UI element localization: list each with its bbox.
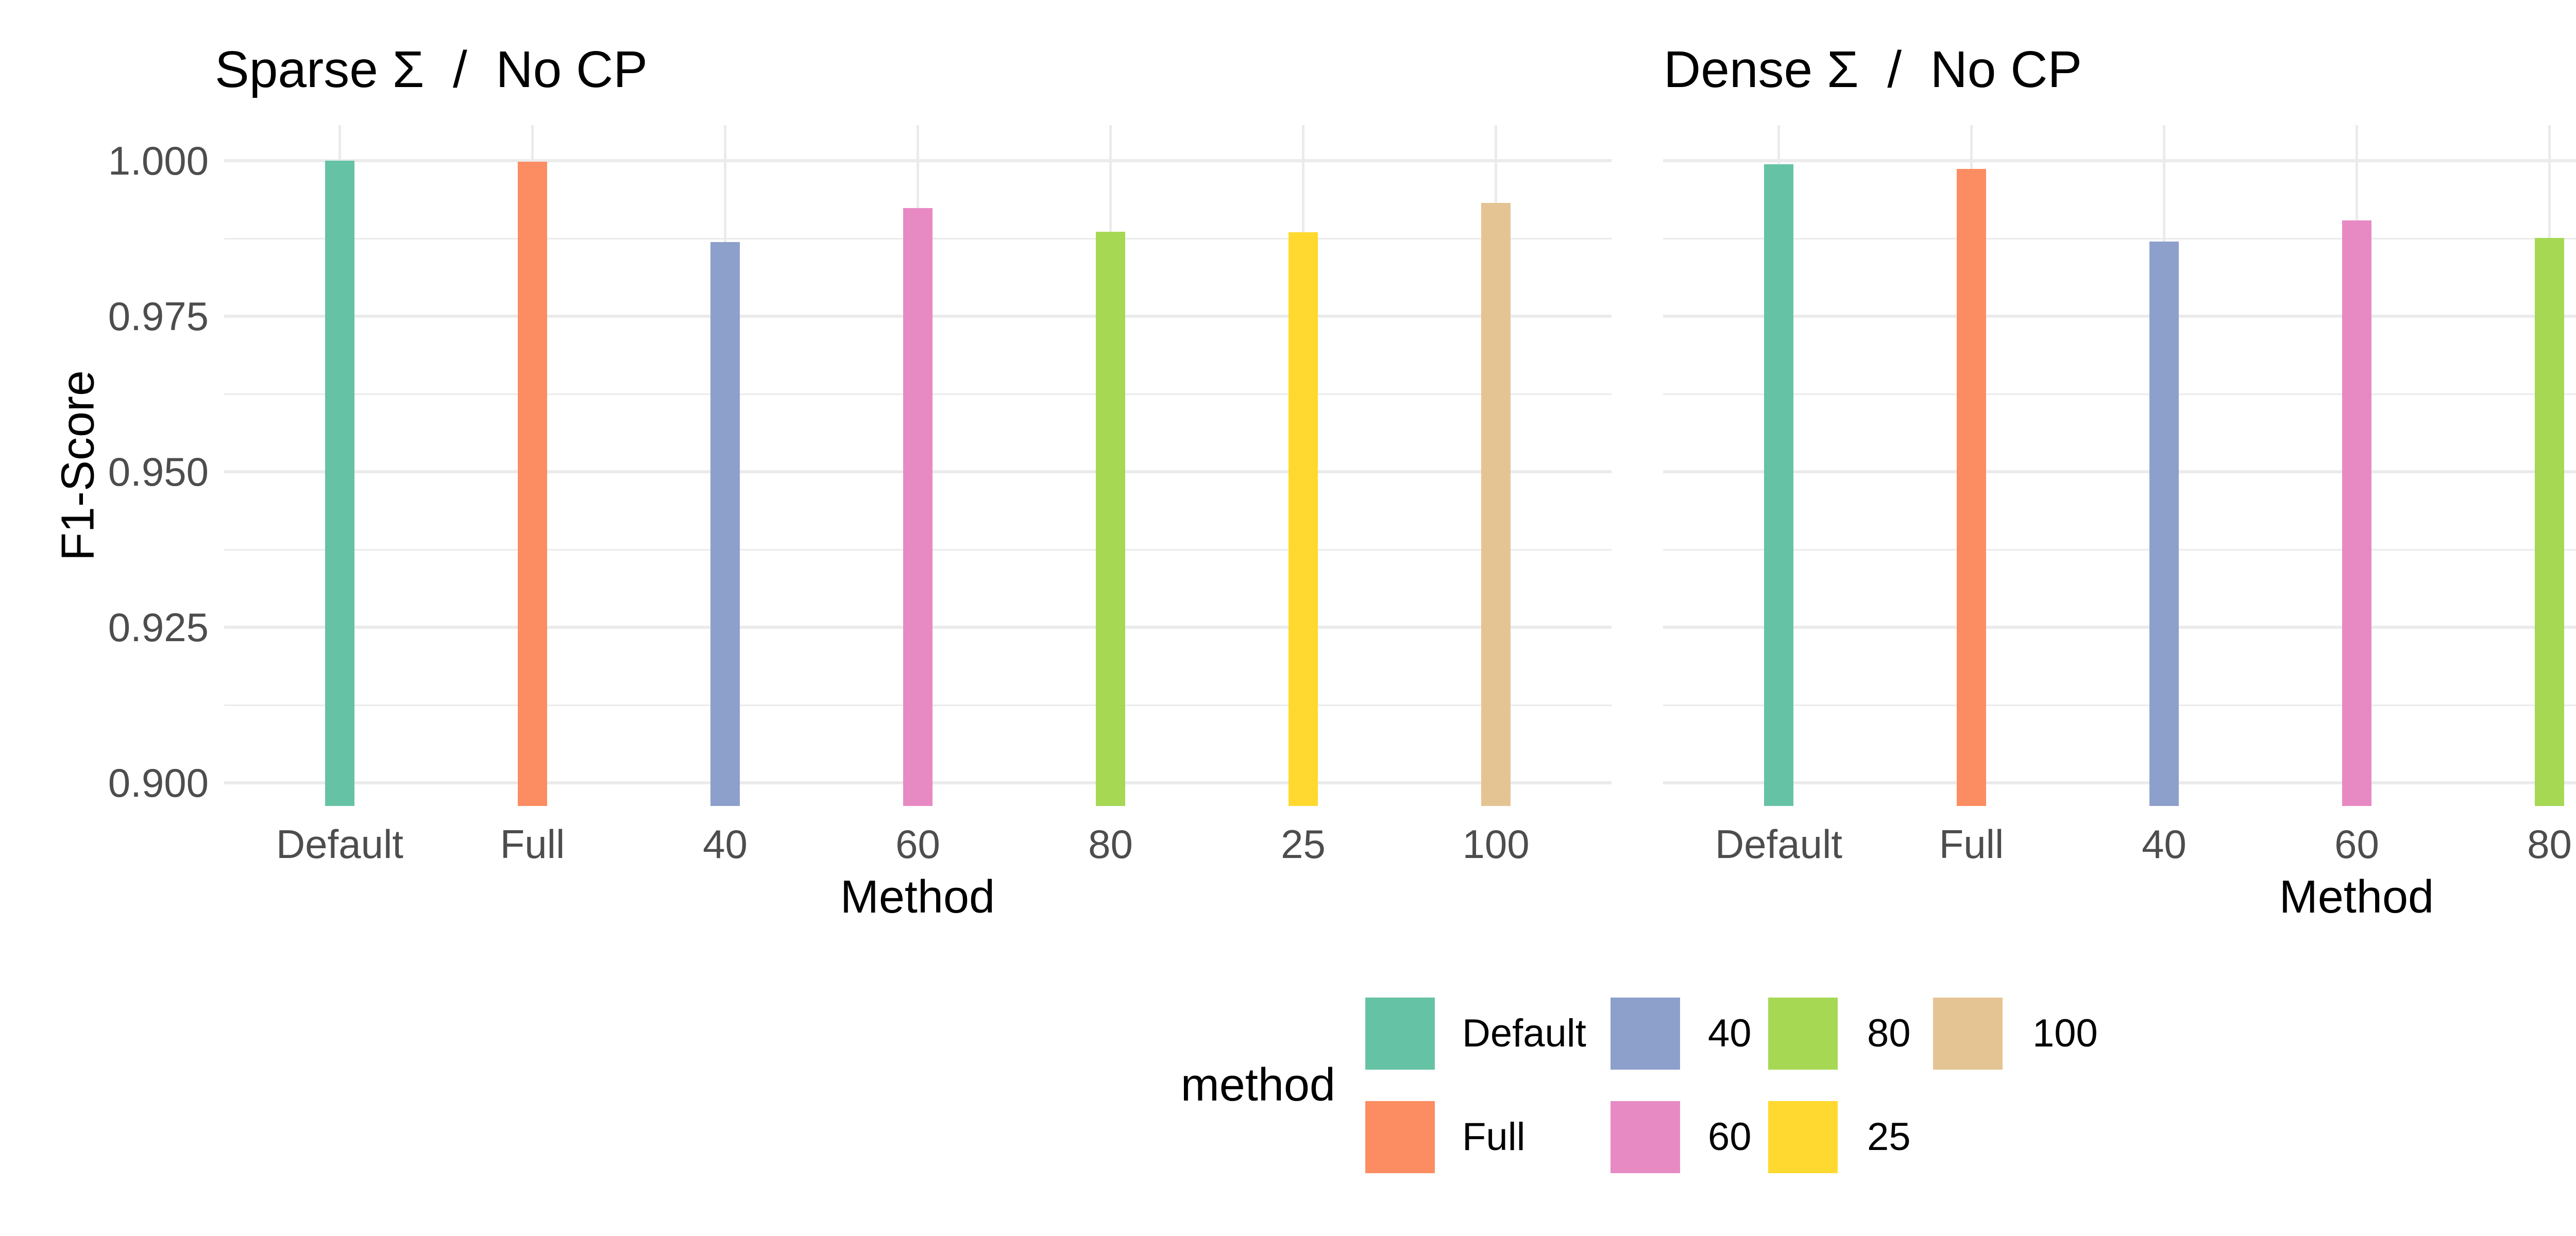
- x-tick-label-sparse-80: 80: [1088, 821, 1133, 867]
- x-tick-label-sparse-100: 100: [1462, 821, 1530, 867]
- gridline-major-sparse: [224, 159, 1612, 162]
- gridline-minor-dense: [1663, 237, 2576, 239]
- x-axis-title-sparse: Method: [840, 871, 995, 923]
- gridline-major-dense: [1663, 626, 2576, 629]
- legend-label-80: 80: [1867, 1011, 1911, 1055]
- x-tick-label-dense-default: Default: [1715, 821, 1842, 867]
- x-tick-label-sparse-full: Full: [500, 821, 565, 867]
- gridline-major-dense: [1663, 781, 2576, 784]
- legend-label-full: Full: [1462, 1115, 1526, 1159]
- bar-sparse-full: [517, 162, 547, 806]
- legend-title: method: [1180, 1059, 1335, 1111]
- bar-dense-default: [1764, 164, 1793, 806]
- x-tick-label-sparse-60: 60: [895, 821, 940, 867]
- legend-swatch-25: [1768, 1101, 1838, 1173]
- facet-title-dense: Dense Σ / No CP: [1664, 41, 2082, 98]
- legend-label-40: 40: [1708, 1011, 1752, 1055]
- gridline-major-dense: [1663, 315, 2576, 318]
- legend-label-60: 60: [1708, 1115, 1752, 1159]
- facet-title-sparse: Sparse Σ / No CP: [215, 41, 648, 98]
- legend-label-default: Default: [1462, 1011, 1586, 1055]
- bar-dense-40: [2149, 242, 2179, 806]
- y-tick-label-0.975: 0.975: [108, 294, 209, 339]
- bar-dense-full: [1956, 168, 1986, 806]
- bar-sparse-60: [903, 208, 933, 806]
- x-tick-label-dense-full: Full: [1939, 821, 2004, 867]
- legend-swatch-80: [1768, 998, 1838, 1070]
- legend-label-100: 100: [2032, 1011, 2098, 1055]
- gridline-minor-dense: [1663, 704, 2576, 706]
- y-tick-label-0.925: 0.925: [108, 605, 209, 650]
- x-tick-label-dense-60: 60: [2334, 821, 2379, 867]
- x-tick-label-sparse-25: 25: [1281, 821, 1326, 867]
- x-tick-label-dense-40: 40: [2142, 821, 2187, 867]
- x-tick-label-dense-80: 80: [2527, 821, 2572, 867]
- x-axis-title-dense: Method: [2279, 871, 2434, 923]
- bar-dense-80: [2535, 237, 2565, 806]
- gridline-minor-dense: [1663, 548, 2576, 551]
- gridline-major-dense: [1663, 159, 2576, 162]
- legend-swatch-default: [1365, 998, 1435, 1070]
- legend-swatch-60: [1611, 1101, 1680, 1173]
- y-tick-label-1.000: 1.000: [108, 138, 209, 183]
- bar-dense-60: [2342, 220, 2371, 806]
- bar-sparse-default: [325, 161, 354, 806]
- legend-swatch-40: [1611, 998, 1680, 1070]
- legend-label-25: 25: [1867, 1115, 1911, 1159]
- bar-sparse-40: [710, 242, 740, 806]
- x-tick-label-sparse-40: 40: [703, 821, 748, 867]
- bar-sparse-25: [1289, 232, 1318, 806]
- gridline-major-dense: [1663, 470, 2576, 473]
- legend-swatch-100: [1933, 998, 2003, 1070]
- bar-sparse-100: [1481, 203, 1511, 806]
- bar-sparse-80: [1096, 231, 1126, 806]
- legend-swatch-full: [1365, 1101, 1435, 1173]
- gridline-minor-dense: [1663, 393, 2576, 395]
- y-tick-label-0.900: 0.900: [108, 760, 209, 805]
- y-tick-label-0.950: 0.950: [108, 449, 209, 494]
- x-tick-label-sparse-default: Default: [276, 821, 403, 867]
